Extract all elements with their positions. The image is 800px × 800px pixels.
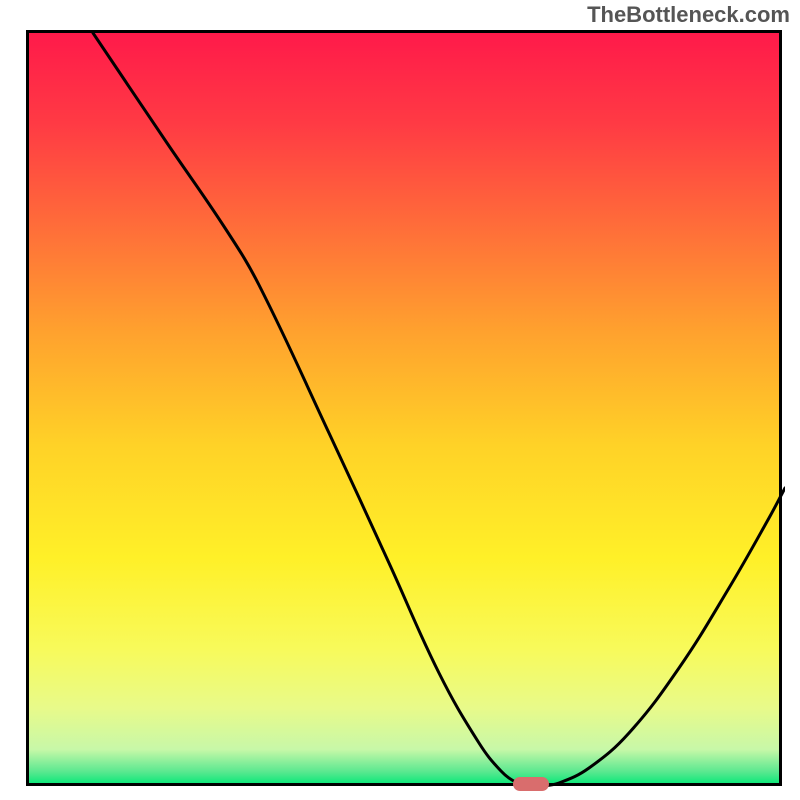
bottleneck-marker <box>513 777 549 791</box>
watermark-text: TheBottleneck.com <box>587 2 790 28</box>
chart-frame <box>26 30 782 786</box>
chart-curve <box>29 33 785 789</box>
